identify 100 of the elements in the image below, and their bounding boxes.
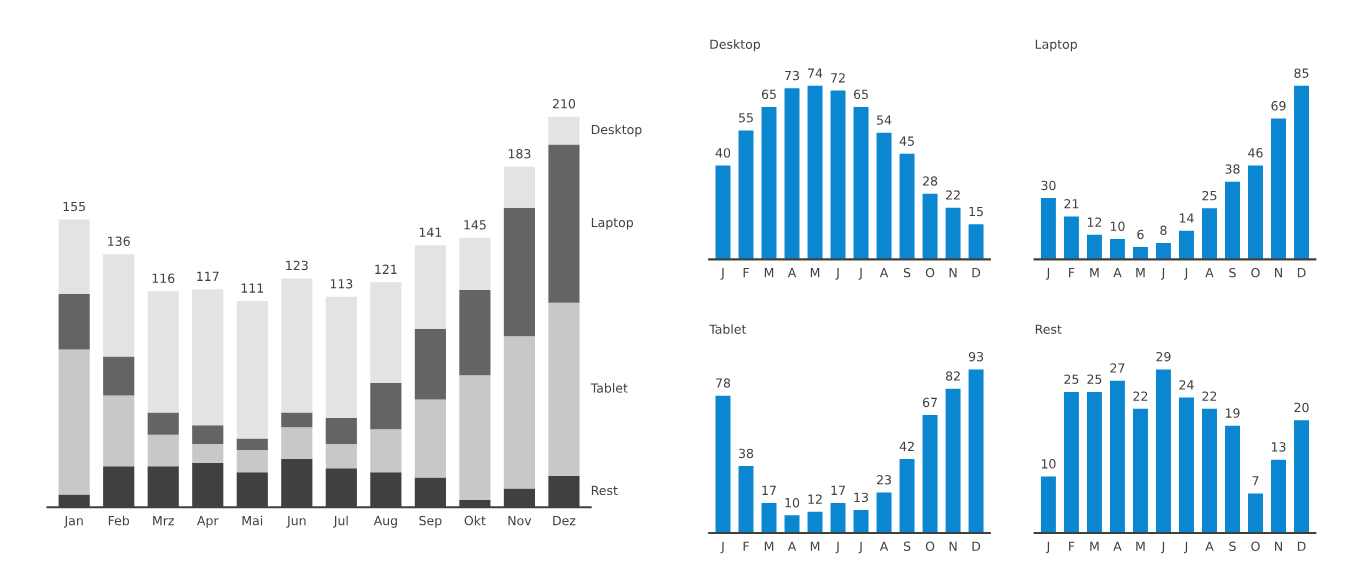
data-label: 72 (831, 73, 845, 83)
x-tick-label: M (1090, 541, 1099, 551)
data-label: 45 (899, 136, 914, 146)
series-label: Rest (591, 485, 618, 496)
bar (192, 425, 224, 445)
bar (103, 356, 135, 396)
bar (830, 90, 846, 260)
bar (1155, 243, 1171, 260)
bar (147, 434, 179, 467)
data-label: 17 (831, 485, 845, 495)
bar (414, 245, 446, 329)
data-label: 25 (1087, 374, 1102, 384)
annotation: 141 (419, 227, 442, 237)
x-tick-label: A (879, 541, 889, 551)
bar (922, 193, 938, 260)
bar (968, 369, 984, 533)
x-tick-label: Sep (419, 515, 442, 528)
x-tick-label: Jan (63, 516, 83, 528)
x-tick-label: Aug (373, 516, 397, 528)
x-tick-label: O (925, 541, 935, 551)
bar (1086, 391, 1102, 533)
bar (103, 395, 135, 467)
x-tick-label: A (1205, 541, 1214, 551)
annotation: 145 (464, 220, 486, 230)
bar (1202, 408, 1217, 533)
data-label: 14 (1179, 213, 1194, 223)
bar (548, 144, 580, 303)
x-tick-label: D (1297, 268, 1306, 278)
bar (945, 388, 961, 533)
data-label: 78 (716, 378, 731, 388)
x-tick-label: J (1045, 541, 1050, 554)
bar (281, 427, 313, 459)
x-tick-label: Jun (286, 516, 306, 528)
bar (1271, 118, 1286, 260)
bar (503, 166, 536, 208)
bar (414, 399, 446, 478)
bar (1086, 234, 1102, 260)
bar (1225, 181, 1240, 260)
bar (58, 293, 90, 350)
x-tick-label: Dez (553, 516, 576, 526)
bar (1109, 380, 1125, 533)
data-label: 40 (715, 148, 731, 158)
data-label: 73 (785, 70, 799, 81)
x-tick-label: A (1113, 268, 1122, 278)
data-label: 10 (785, 497, 800, 508)
data-label: 10 (1110, 221, 1125, 231)
x-tick-label: F (743, 541, 749, 551)
data-label: 22 (946, 190, 960, 200)
bar (548, 116, 580, 145)
bar (503, 207, 536, 337)
data-label: 27 (1110, 363, 1125, 373)
bar (503, 336, 536, 489)
data-label: 55 (739, 113, 753, 123)
x-tick-label: M (1136, 541, 1145, 551)
x-tick-label: Feb (108, 515, 130, 526)
data-label: 13 (854, 492, 868, 503)
data-label: 85 (1294, 68, 1309, 78)
bar (1248, 493, 1263, 533)
x-tick-label: M (810, 541, 820, 551)
data-label: 13 (1271, 442, 1286, 452)
bar (192, 289, 224, 426)
bar (715, 165, 731, 260)
data-label: 74 (808, 68, 823, 78)
bar (370, 429, 402, 473)
bar (414, 328, 446, 400)
x-tick-label: J (1045, 268, 1050, 280)
bar (922, 415, 938, 533)
bar (715, 395, 731, 533)
bar (325, 296, 357, 418)
x-tick-label: M (810, 268, 820, 278)
x-tick-label: M (1090, 268, 1099, 278)
bar (370, 282, 402, 383)
data-label: 8 (1160, 225, 1167, 236)
annotation: 116 (152, 273, 175, 284)
x-tick-label: N (1275, 268, 1282, 278)
x-tick-label: A (1113, 541, 1122, 551)
x-tick-label: J (858, 268, 862, 280)
x-tick-label: J (1183, 541, 1188, 554)
annotation: 183 (508, 149, 531, 159)
data-label: 21 (1064, 199, 1079, 209)
data-label: 69 (1271, 101, 1286, 111)
x-tick-label: A (787, 268, 797, 278)
data-label: 7 (1252, 476, 1259, 486)
data-label: 65 (761, 89, 776, 99)
x-tick-label: N (1275, 541, 1282, 551)
annotation: 136 (108, 236, 130, 246)
bar (853, 510, 869, 533)
bar (853, 106, 869, 260)
data-label: 19 (1225, 408, 1240, 418)
bar (945, 207, 961, 260)
bar (58, 219, 90, 294)
data-label: 93 (968, 351, 984, 362)
x-tick-label: D (1297, 541, 1306, 551)
x-tick-label: O (925, 267, 935, 278)
bar (1040, 198, 1056, 260)
x-tick-label: Nov (508, 516, 532, 526)
bar (1179, 397, 1194, 533)
x-tick-label: Okt (464, 515, 486, 526)
x-tick-label: S (1229, 267, 1236, 278)
x-tick-label: Apr (197, 516, 219, 528)
